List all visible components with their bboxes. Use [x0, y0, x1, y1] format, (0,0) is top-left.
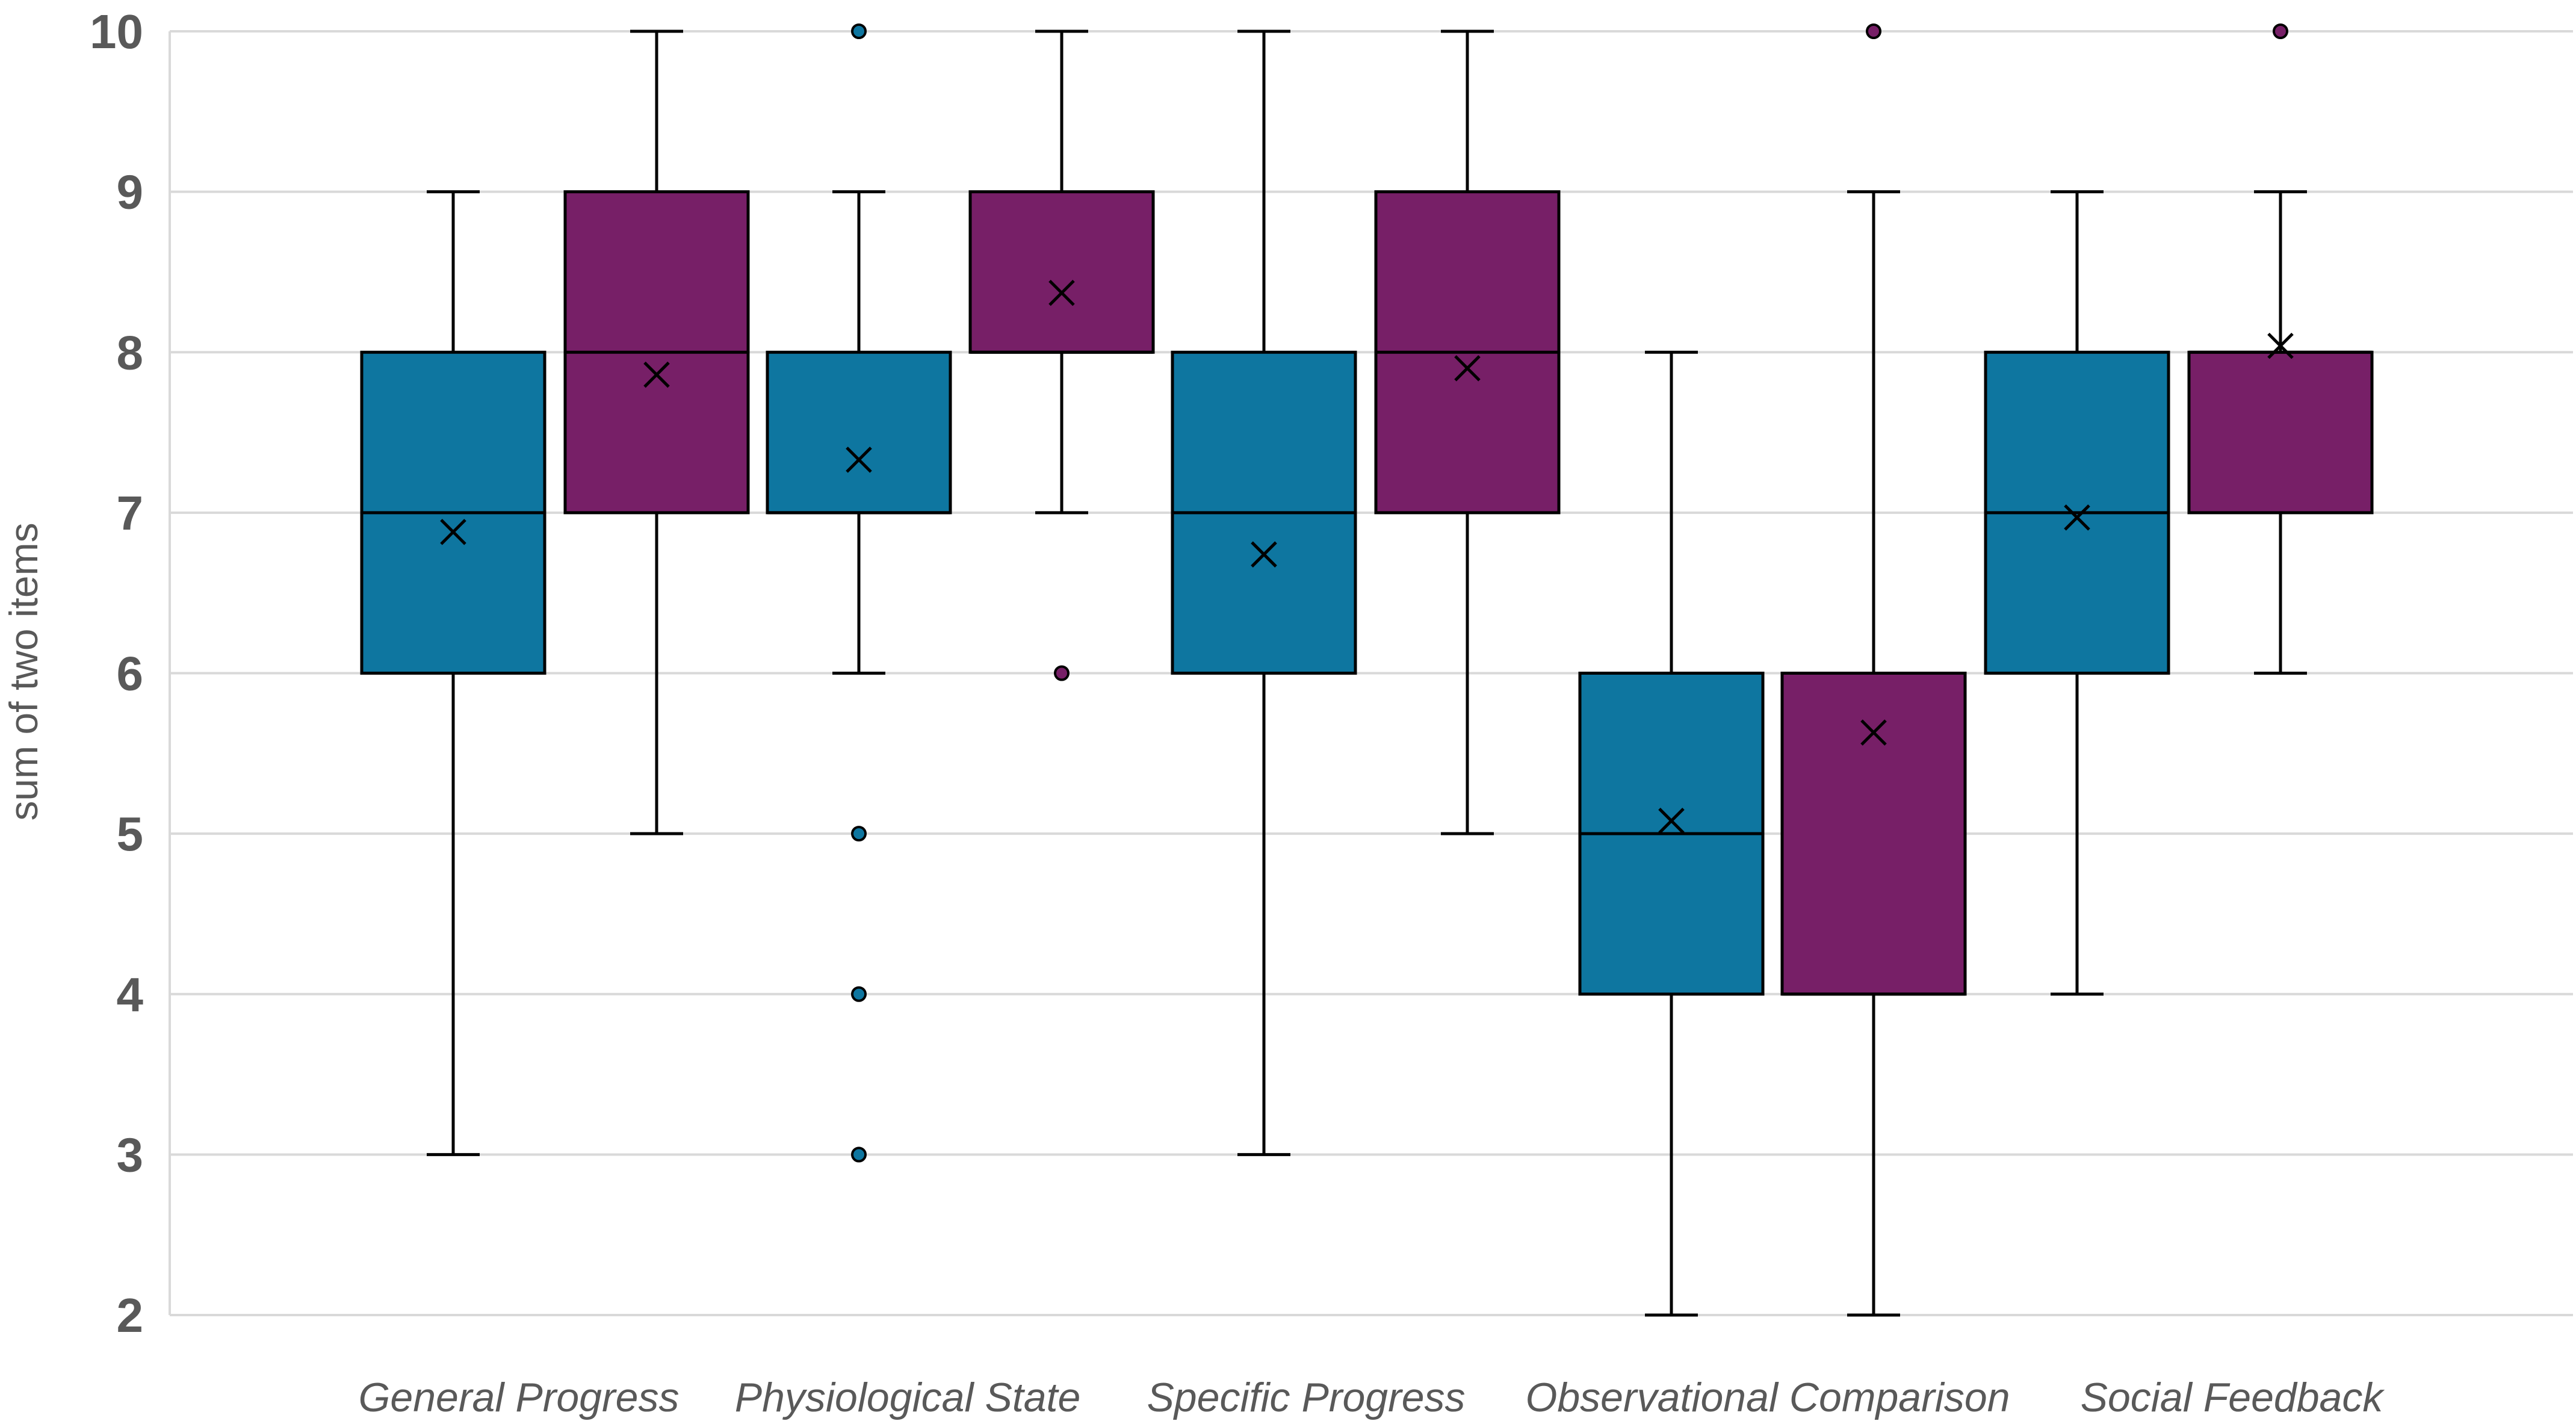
outlier-point: [851, 1147, 867, 1163]
box-series: [360, 23, 2374, 1317]
category-label-physiological-state: Physiological State: [735, 1375, 1081, 1420]
mean-marker: [643, 361, 670, 388]
mean-marker: [2267, 332, 2294, 359]
y-tick-label-5: 5: [117, 807, 144, 861]
mean-marker: [1251, 541, 1277, 568]
box-social-feedback-s2: [2187, 23, 2374, 675]
mean-marker: [1860, 719, 1887, 746]
y-axis-title: sum of two items: [1, 522, 46, 820]
mean-marker: [2064, 504, 2090, 531]
outlier-point: [2273, 23, 2288, 39]
box-general-progress-s2: [563, 29, 750, 835]
y-tick-label-7: 7: [117, 486, 144, 540]
outlier-point: [851, 986, 867, 1002]
y-tick-label-3: 3: [117, 1128, 144, 1181]
box-social-feedback-s1: [1984, 190, 2170, 996]
mean-marker: [1048, 279, 1075, 306]
outlier-point: [1866, 23, 1881, 39]
box-observational-comparison-s1: [1578, 350, 1765, 1317]
y-axis-ticks: 2 3 4 5 6 7 8 9 10: [90, 5, 143, 1342]
box-physiological-state-s2: [968, 29, 1155, 681]
y-tick-label-2: 2: [117, 1289, 144, 1342]
mean-marker: [440, 519, 466, 545]
y-tick-label-9: 9: [117, 166, 144, 219]
box-general-progress-s1: [360, 190, 546, 1156]
mean-marker: [1454, 355, 1481, 382]
iqr-box: [2187, 350, 2374, 515]
iqr-box: [1780, 672, 1967, 996]
category-label-specific-progress: Specific Progress: [1147, 1375, 1465, 1420]
iqr-box: [766, 350, 952, 515]
iqr-box: [968, 190, 1155, 354]
category-label-observational-comparison: Observational Comparison: [1525, 1375, 2010, 1420]
outlier-point: [851, 23, 867, 39]
outlier-point: [1054, 665, 1070, 681]
y-tick-label-6: 6: [117, 647, 144, 701]
outlier-point: [851, 826, 867, 842]
y-tick-label-10: 10: [90, 5, 143, 58]
mean-marker: [1658, 808, 1685, 834]
box-specific-progress-s2: [1374, 29, 1561, 835]
box-specific-progress-s1: [1171, 29, 1357, 1156]
category-label-general-progress: General Progress: [359, 1375, 680, 1420]
category-labels: General Progress Physiological State Speci…: [359, 1375, 2385, 1420]
box-observational-comparison-s2: [1780, 23, 1967, 1317]
y-tick-label-4: 4: [117, 968, 144, 1021]
mean-marker: [846, 447, 872, 473]
category-label-social-feedback: Social Feedback: [2081, 1375, 2385, 1420]
box-physiological-state-s1: [766, 23, 952, 1163]
y-tick-label-8: 8: [117, 326, 144, 379]
